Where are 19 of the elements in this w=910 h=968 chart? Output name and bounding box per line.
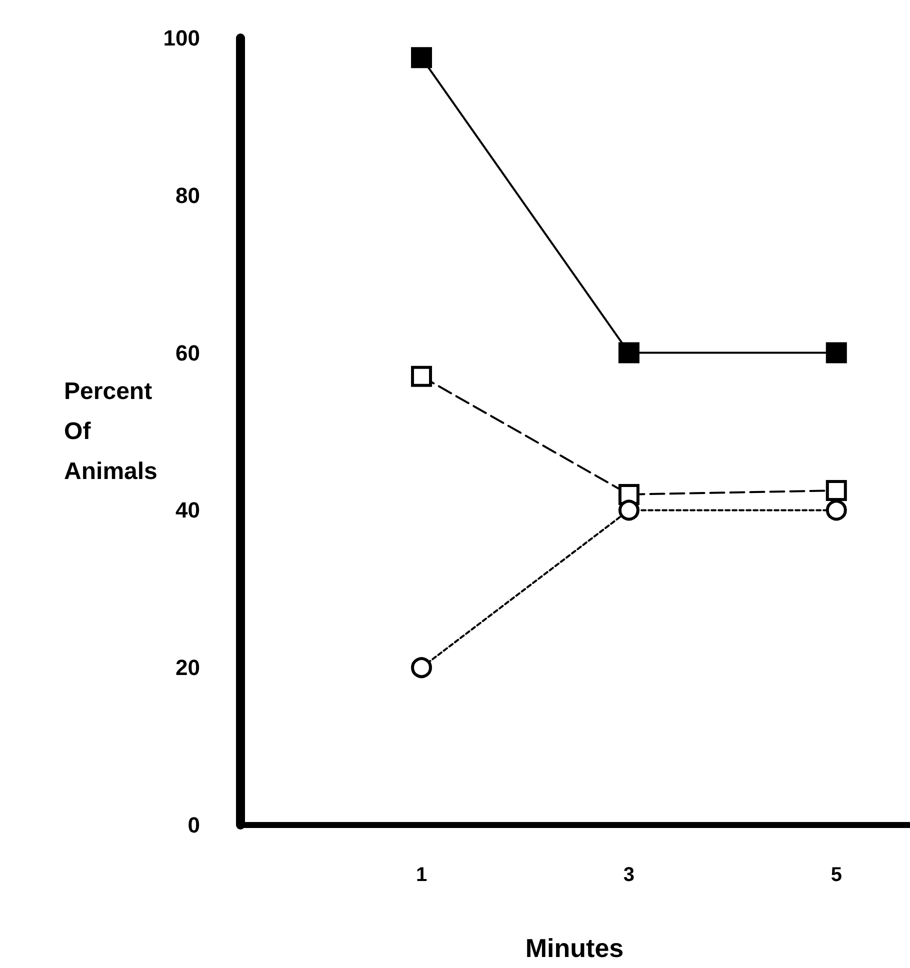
y-tick-label: 80 (176, 182, 200, 208)
point (826, 500, 847, 521)
x-tick-label: 5 (830, 864, 842, 886)
point (411, 47, 432, 68)
x-tick-label: 3 (623, 864, 635, 886)
point (618, 500, 640, 521)
point (411, 366, 432, 387)
y-tick-label: 40 (176, 498, 200, 523)
y-tick-label: 100 (163, 26, 200, 50)
point (618, 342, 640, 364)
y-tick-label: 60 (176, 340, 200, 366)
y-tick-label: 0 (188, 812, 200, 838)
y-tick-label: 20 (176, 655, 200, 680)
point (826, 480, 847, 502)
y-axis-title: Percent Of Animals (64, 378, 158, 485)
point (826, 342, 847, 364)
point (411, 657, 432, 678)
x-axis-title: Minutes (525, 933, 624, 963)
x-tick-label: 1 (416, 864, 428, 886)
